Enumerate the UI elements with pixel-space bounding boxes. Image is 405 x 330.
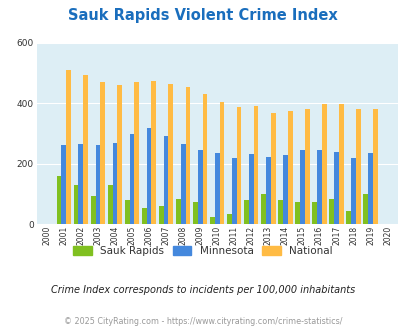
Bar — [304, 109, 309, 224]
Bar — [282, 155, 287, 224]
Bar — [192, 202, 197, 224]
Bar — [270, 113, 275, 224]
Bar — [57, 176, 61, 224]
Bar — [129, 134, 134, 224]
Bar — [226, 214, 231, 224]
Bar — [180, 144, 185, 224]
Bar — [328, 199, 333, 224]
Bar — [151, 81, 156, 224]
Bar — [277, 200, 282, 224]
Bar — [61, 145, 66, 224]
Bar — [219, 102, 224, 224]
Bar — [185, 87, 190, 224]
Bar — [124, 200, 129, 224]
Bar — [355, 109, 360, 224]
Bar — [311, 202, 316, 224]
Bar — [260, 194, 265, 224]
Bar — [100, 82, 105, 224]
Bar — [158, 206, 163, 224]
Legend: Sauk Rapids, Minnesota, National: Sauk Rapids, Minnesota, National — [69, 242, 336, 260]
Bar — [78, 144, 83, 224]
Bar — [175, 199, 180, 224]
Bar — [74, 185, 78, 224]
Bar — [253, 106, 258, 224]
Bar — [350, 158, 355, 224]
Bar — [321, 104, 326, 224]
Bar — [134, 82, 139, 224]
Bar — [243, 200, 248, 224]
Bar — [367, 153, 372, 224]
Bar — [107, 185, 112, 224]
Bar — [163, 136, 168, 224]
Bar — [248, 154, 253, 224]
Bar — [141, 208, 146, 224]
Bar — [236, 107, 241, 224]
Bar — [209, 217, 214, 224]
Bar — [345, 211, 350, 224]
Bar — [316, 150, 321, 224]
Bar — [362, 194, 367, 224]
Text: Sauk Rapids Violent Crime Index: Sauk Rapids Violent Crime Index — [68, 8, 337, 23]
Bar — [146, 128, 151, 224]
Bar — [372, 110, 377, 224]
Bar — [112, 143, 117, 224]
Bar — [287, 111, 292, 224]
Bar — [117, 84, 122, 224]
Text: © 2025 CityRating.com - https://www.cityrating.com/crime-statistics/: © 2025 CityRating.com - https://www.city… — [64, 317, 341, 326]
Bar — [265, 157, 270, 224]
Bar — [231, 158, 236, 224]
Bar — [294, 202, 299, 224]
Bar — [214, 153, 219, 224]
Bar — [197, 150, 202, 224]
Bar — [90, 196, 95, 224]
Bar — [299, 150, 304, 224]
Text: Crime Index corresponds to incidents per 100,000 inhabitants: Crime Index corresponds to incidents per… — [51, 285, 354, 295]
Bar — [95, 145, 100, 224]
Bar — [333, 152, 338, 224]
Bar — [83, 75, 88, 224]
Bar — [66, 70, 71, 224]
Bar — [168, 84, 173, 224]
Bar — [338, 104, 343, 224]
Bar — [202, 94, 207, 224]
